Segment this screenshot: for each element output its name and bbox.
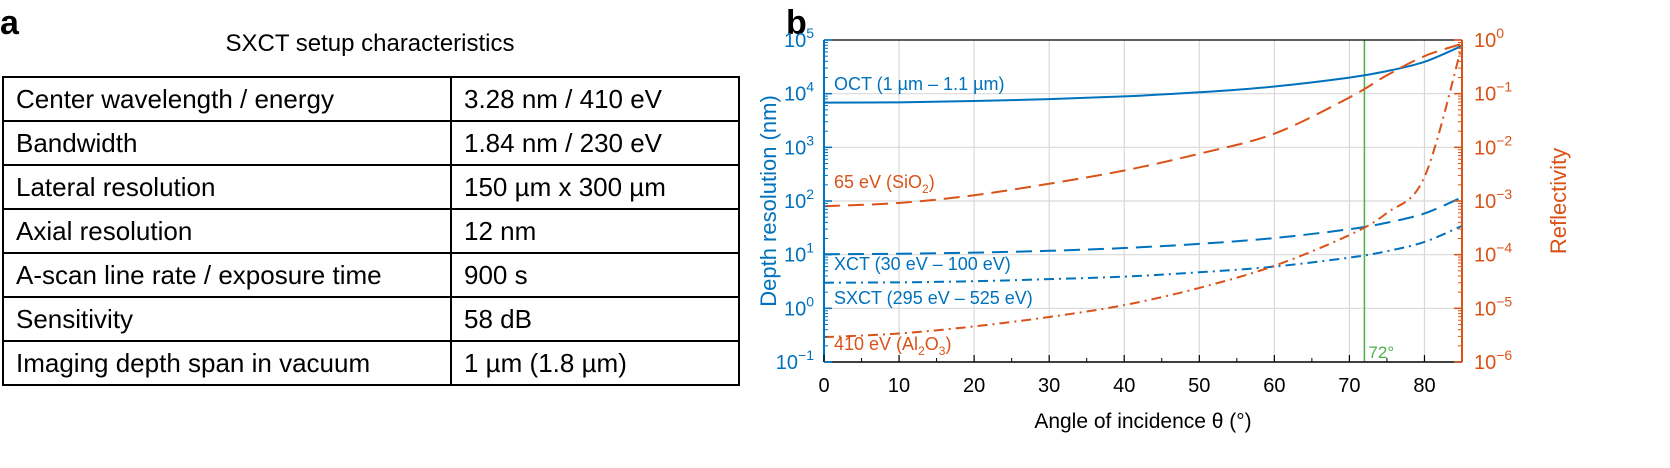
right-y-tick-label: 100 bbox=[1474, 25, 1504, 52]
panel-label-b: b bbox=[786, 4, 807, 42]
x-tick-label: 30 bbox=[1038, 375, 1060, 397]
annotations: OCT (1 µm – 1.1 µm) 65 eV (SiO2) XCT (30 e… bbox=[834, 74, 1033, 358]
right-y-tick-label: 10−1 bbox=[1474, 79, 1512, 106]
left-y-tick-label: 104 bbox=[784, 79, 814, 106]
x-tick-label: 60 bbox=[1263, 375, 1285, 397]
row-label: A-scan line rate / exposure time bbox=[2, 252, 452, 298]
left-y-tick-label: 101 bbox=[784, 240, 814, 267]
row-label: Imaging depth span in vacuum bbox=[2, 340, 452, 386]
table-row: Sensitivity 58 dB bbox=[2, 296, 740, 342]
angle-marker: 72° bbox=[1363, 40, 1394, 362]
x-tick-label: 80 bbox=[1413, 375, 1435, 397]
series-line-1 bbox=[823, 196, 1463, 256]
panel-label-a: a bbox=[0, 4, 19, 42]
left-y-tick-label: 100 bbox=[784, 293, 814, 320]
row-value: 150 µm x 300 µm bbox=[450, 164, 740, 210]
series-annotation: 410 eV (Al2O3) bbox=[834, 334, 951, 358]
row-value: 900 s bbox=[450, 252, 740, 298]
series-annotation: OCT (1 µm – 1.1 µm) bbox=[834, 74, 1004, 94]
row-value: 1.84 nm / 230 eV bbox=[450, 120, 740, 166]
left-y-tick-label: 10−1 bbox=[776, 347, 814, 374]
row-value: 58 dB bbox=[450, 296, 740, 342]
row-value: 1 µm (1.8 µm) bbox=[450, 340, 740, 386]
right-y-tick-label: 10−5 bbox=[1474, 293, 1512, 320]
x-tick-label: 20 bbox=[963, 375, 985, 397]
characteristics-table: Center wavelength / energy 3.28 nm / 410 … bbox=[2, 76, 740, 386]
left-y-tick-label: 102 bbox=[784, 186, 814, 213]
left-y-axis-title: Depth resolution (nm) bbox=[760, 95, 781, 307]
left-y-tick-label: 103 bbox=[784, 132, 814, 159]
table-row: Axial resolution 12 nm bbox=[2, 208, 740, 254]
table-row: Bandwidth 1.84 nm / 230 eV bbox=[2, 120, 740, 166]
x-tick-label: 50 bbox=[1188, 375, 1210, 397]
table-row: Imaging depth span in vacuum 1 µm (1.8 µm… bbox=[2, 340, 740, 386]
series-lines bbox=[823, 42, 1463, 339]
x-tick-label: 40 bbox=[1113, 375, 1135, 397]
row-label: Bandwidth bbox=[2, 120, 452, 166]
series-annotation: 65 eV (SiO2) bbox=[834, 172, 935, 196]
right-y-tick-label: 10−6 bbox=[1474, 347, 1512, 374]
row-label: Sensitivity bbox=[2, 296, 452, 342]
right-y-axis-title: Reflectivity bbox=[1546, 148, 1571, 254]
x-axis-title: Angle of incidence θ (°) bbox=[1034, 410, 1251, 433]
resolution-reflectivity-chart: 72° 0 10 20 30 40 50 60 70 80 10−1 100 101 102 103 104… bbox=[760, 25, 1571, 433]
series-line-3 bbox=[823, 42, 1463, 208]
marker-label: 72° bbox=[1368, 343, 1394, 362]
row-label: Lateral resolution bbox=[2, 164, 452, 210]
x-tick-label: 0 bbox=[818, 375, 829, 397]
x-tick-label: 70 bbox=[1338, 375, 1360, 397]
table-row: Lateral resolution 150 µm x 300 µm bbox=[2, 164, 740, 210]
series-line-4 bbox=[823, 44, 1463, 339]
left-y-tick-label: 105 bbox=[784, 25, 814, 52]
table-row: Center wavelength / energy 3.28 nm / 410 … bbox=[2, 76, 740, 122]
x-tick-label: 10 bbox=[888, 375, 910, 397]
table-title: SXCT setup characteristics bbox=[225, 30, 515, 57]
series-annotation: XCT (30 eV – 100 eV) bbox=[834, 254, 1011, 274]
axes: 0 10 20 30 40 50 60 70 80 10−1 100 101 102 103 104 105 1… bbox=[760, 25, 1571, 433]
series-annotation: SXCT (295 eV – 525 eV) bbox=[834, 288, 1033, 308]
right-y-tick-label: 10−2 bbox=[1474, 132, 1512, 159]
table-row: A-scan line rate / exposure time 900 s bbox=[2, 252, 740, 298]
row-value: 3.28 nm / 410 eV bbox=[450, 76, 740, 122]
series-line-0 bbox=[823, 44, 1463, 104]
row-value: 12 nm bbox=[450, 208, 740, 254]
right-y-tick-label: 10−4 bbox=[1474, 240, 1512, 267]
right-y-tick-label: 10−3 bbox=[1474, 186, 1512, 213]
row-label: Axial resolution bbox=[2, 208, 452, 254]
row-label: Center wavelength / energy bbox=[2, 76, 452, 122]
